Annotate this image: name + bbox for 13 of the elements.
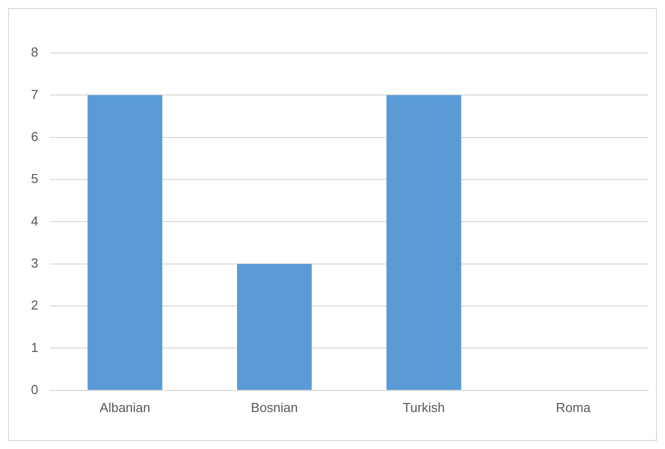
x-tick-label: Bosnian <box>250 400 298 415</box>
y-tick-label: 1 <box>30 340 38 355</box>
y-tick-label: 4 <box>30 213 38 228</box>
x-tick-label: Turkish <box>402 400 445 415</box>
y-tick-label: 7 <box>30 86 38 102</box>
y-tick-label: 8 <box>30 44 38 60</box>
x-tick-label: Albanian <box>100 400 150 415</box>
x-tick-label: Roma <box>556 400 592 415</box>
y-tick-label: 6 <box>30 128 38 144</box>
y-tick-label: 3 <box>30 255 38 270</box>
y-tick-label: 0 <box>30 382 38 397</box>
y-tick-label: 5 <box>30 171 38 186</box>
y-tick-label: 2 <box>30 298 38 313</box>
